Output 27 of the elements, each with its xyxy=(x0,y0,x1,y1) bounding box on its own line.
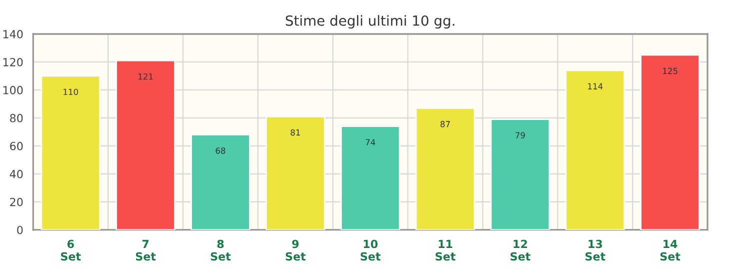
x-tick-label: 10 Set xyxy=(360,240,381,261)
data-label: 87 xyxy=(440,120,450,128)
chart-title: Stime degli ultimi 10 gg. xyxy=(286,15,454,29)
x-tick-label: 14 Set xyxy=(660,240,680,261)
y-tick-label: 80 xyxy=(10,114,23,122)
data-label: 79 xyxy=(516,132,525,138)
y-tick-label: 40 xyxy=(10,170,23,178)
x-tick-label: 9 Set xyxy=(286,240,306,261)
x-tick-label: 12 Set xyxy=(510,240,530,261)
data-label: 125 xyxy=(663,68,678,74)
data-label: 114 xyxy=(588,83,603,90)
y-tick-label: 140 xyxy=(3,30,23,38)
y-tick-label: 60 xyxy=(10,142,23,150)
x-tick-label: 7 Set xyxy=(136,240,156,261)
y-tick-label: 0 xyxy=(17,226,23,234)
x-tick-label: 11 Set xyxy=(436,240,456,261)
y-tick-label: 20 xyxy=(10,198,23,206)
data-label: 81 xyxy=(290,129,300,136)
data-label: 121 xyxy=(138,73,153,80)
x-tick-label: 13 Set xyxy=(586,240,606,261)
x-tick-label: 8 Set xyxy=(210,240,231,261)
y-tick-label: 100 xyxy=(3,86,23,94)
y-tick-label: 120 xyxy=(3,58,23,66)
x-tick-label: 6 Set xyxy=(61,240,81,261)
data-label: 74 xyxy=(366,139,376,146)
data-label: 68 xyxy=(216,148,226,154)
data-label: 110 xyxy=(64,88,78,96)
